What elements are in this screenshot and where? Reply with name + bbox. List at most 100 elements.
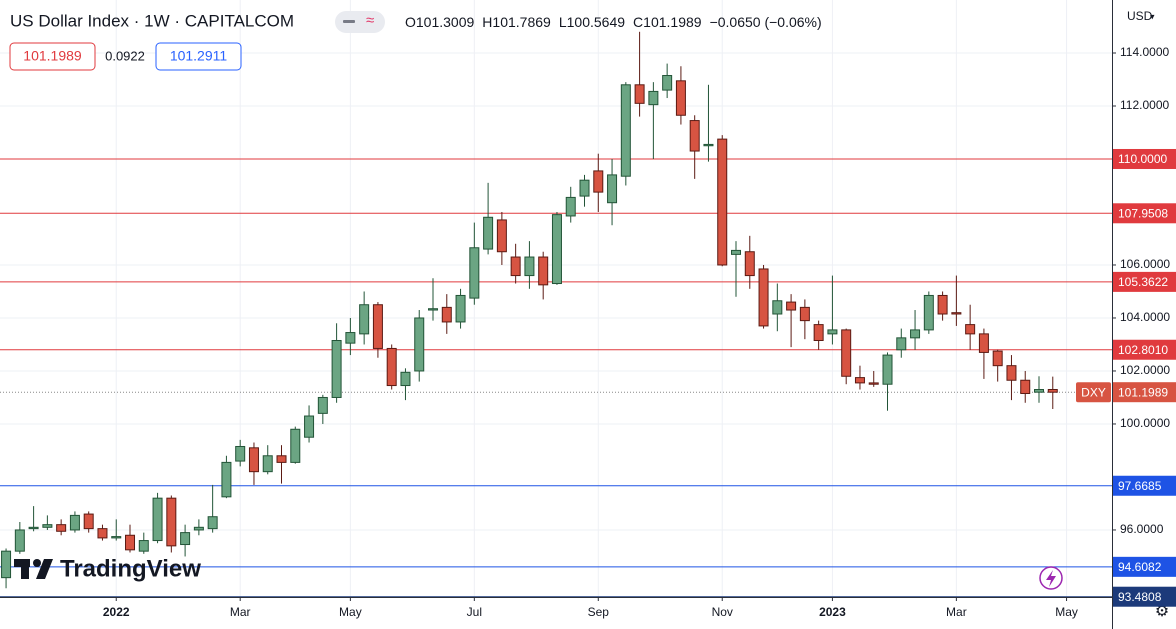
candle-body: [400, 371, 411, 387]
candle-body: [689, 120, 700, 152]
candle-body: [565, 196, 576, 217]
candle-body: [138, 540, 149, 552]
candle-body: [166, 497, 177, 547]
candle-body: [703, 143, 714, 147]
candle-body: [937, 294, 948, 315]
y-tick-label: 100.0000: [1120, 416, 1170, 430]
y-tick-label: 104.0000: [1120, 310, 1170, 324]
level-label: 102.8010: [1118, 343, 1168, 357]
level-label: 107.9508: [1118, 206, 1168, 220]
candle-body: [290, 428, 301, 463]
x-tick-label: May: [1055, 605, 1078, 619]
candle-layer: [1, 31, 1058, 589]
ohlc-value: 100.5649: [567, 14, 626, 30]
candle-body: [455, 294, 466, 323]
candle-body: [510, 256, 521, 277]
candle-body: [1034, 389, 1045, 393]
level-tag: [1113, 475, 1176, 496]
ohlc-label: H: [482, 14, 492, 30]
x-tick-label: Jul: [467, 605, 482, 619]
candle-body: [965, 324, 976, 335]
level-label: 105.3622: [1118, 275, 1168, 289]
candle-body: [276, 455, 287, 463]
candle-body: [634, 84, 645, 104]
price-axis-bg: [1112, 0, 1176, 629]
candle-body: [469, 247, 480, 299]
indicator-pill[interactable]: [335, 11, 385, 33]
level-tag: [1113, 148, 1176, 169]
candle-body: [345, 332, 356, 344]
overlay-layer: US Dollar Index · 1W · CAPITALCOM ≈ O101…: [9, 11, 1111, 590]
candle-body: [331, 339, 342, 398]
last-price-tag: [1113, 382, 1176, 403]
candle-body: [428, 308, 439, 311]
level-tag: [1113, 339, 1176, 360]
candle-body: [69, 514, 80, 531]
level-layer: [0, 158, 1112, 598]
sell-box[interactable]: [9, 42, 96, 71]
currency[interactable]: USD: [1127, 9, 1153, 23]
candle-body: [317, 396, 328, 414]
candle-body: [496, 219, 507, 253]
buy-price: 101.2911: [170, 48, 228, 64]
sell-price: 101.1989: [23, 48, 82, 64]
candle-body: [813, 324, 824, 341]
candle-body: [854, 377, 865, 384]
candle-body: [1006, 365, 1017, 381]
candle-body: [978, 333, 989, 353]
compare-icon: ≈: [366, 12, 374, 29]
level-label: 110.0000: [1118, 152, 1167, 166]
candle-body: [951, 312, 962, 315]
candle-body: [786, 301, 797, 311]
candle-body: [675, 80, 686, 116]
candle-body: [221, 461, 232, 498]
y-tick-label: 102.0000: [1120, 363, 1170, 377]
y-tick-label: 96.0000: [1120, 522, 1164, 536]
candle-body: [180, 532, 191, 546]
candle-body: [868, 382, 879, 385]
buy-box[interactable]: [155, 42, 242, 71]
candle-body: [414, 317, 425, 372]
candle-body: [607, 174, 618, 204]
candle-body: [827, 329, 838, 335]
candle-body: [14, 529, 25, 552]
candle-body: [441, 306, 452, 323]
candle-body: [1047, 388, 1058, 393]
candle-body: [97, 528, 108, 539]
candle-body: [56, 524, 67, 532]
candle-body: [111, 536, 122, 539]
candle-body: [524, 256, 535, 277]
ohlc-value: 101.7869: [492, 14, 551, 30]
spread: 0.0922: [105, 48, 145, 63]
candle-body: [248, 447, 259, 473]
candle-body: [841, 329, 852, 377]
candle-body: [42, 524, 53, 528]
ohlc-value: 101.1989: [643, 14, 702, 30]
level-tag: [1113, 556, 1176, 577]
y-tick-label: 114.0000: [1120, 45, 1169, 59]
candle-body: [910, 329, 921, 339]
symbol-tag: [1076, 382, 1111, 403]
x-tick-label: Nov: [712, 605, 733, 619]
candle-body: [923, 294, 934, 331]
chart-title: US Dollar Index · 1W · CAPITALCOM: [10, 11, 294, 30]
candle-body: [1020, 379, 1031, 394]
settings-icon[interactable]: ⚙: [1155, 603, 1169, 620]
level-tag: [1113, 271, 1176, 292]
flash-bolt: [1046, 570, 1056, 587]
logo: TradingView: [14, 555, 201, 582]
ohlc-value: 101.3009: [416, 14, 475, 30]
candle-body: [304, 415, 315, 438]
x-tick-label: May: [339, 605, 362, 619]
last-price-label: 101.1989: [1118, 385, 1168, 399]
candle-body: [538, 256, 549, 286]
level-label: 94.6082: [1118, 560, 1162, 574]
level-tag: [1113, 203, 1176, 224]
symbol-label: DXY: [1081, 385, 1106, 399]
time-axis-bg: [0, 597, 1112, 629]
ohlc-label: L: [559, 14, 567, 30]
candle-body: [662, 75, 673, 91]
candle-body: [731, 249, 742, 255]
candle-body: [359, 304, 370, 335]
